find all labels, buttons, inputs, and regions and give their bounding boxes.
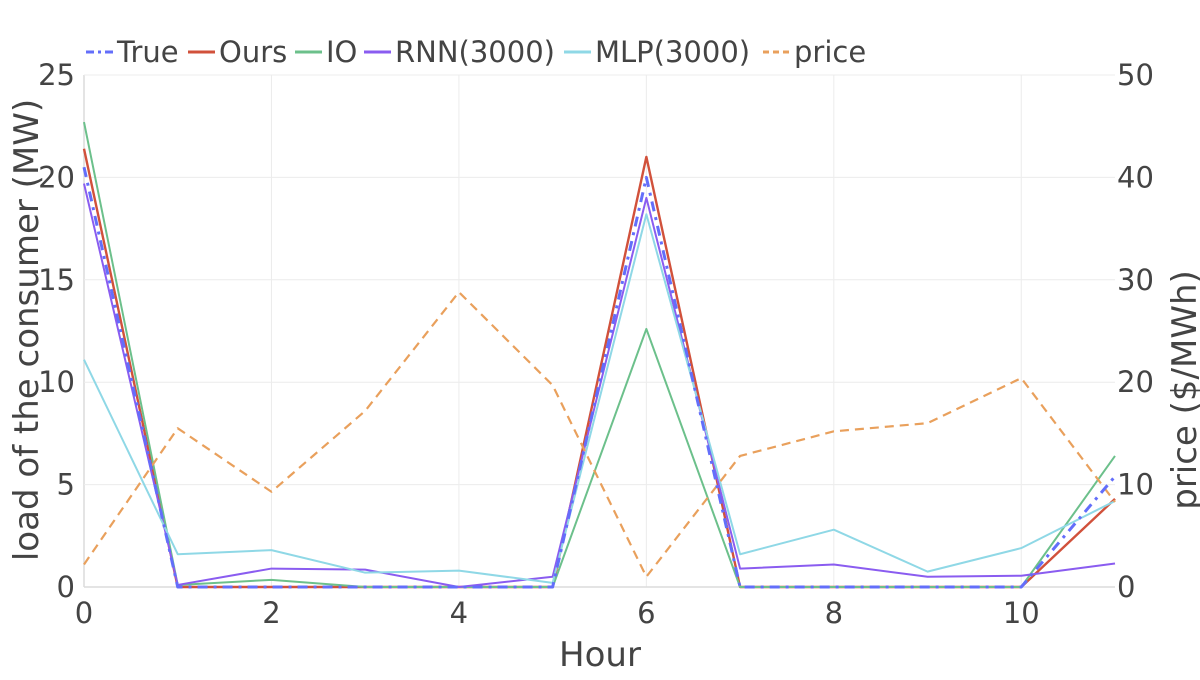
series-line-true (82, 166, 1117, 589)
series-line-mlp-3000 (83, 213, 1116, 584)
x-tick-label: 0 (75, 596, 93, 630)
series-line-price (83, 290, 1116, 578)
legend-label[interactable]: IO (326, 35, 357, 69)
x-tick-label: 2 (262, 596, 280, 630)
y-tick-label-left: 0 (57, 570, 75, 604)
y-axis-title-right: price ($/MWh) (1165, 270, 1200, 510)
axes: Hour load of the consumer (MW) price ($/… (7, 58, 1200, 675)
legend: True Ours IO RNN(3000) MLP(3000) price (86, 35, 866, 69)
y-tick-label-left: 5 (57, 468, 75, 502)
series-line-io (83, 121, 1116, 588)
y-tick-label-right: 0 (1117, 570, 1135, 604)
y-tick-label-left: 15 (38, 263, 75, 297)
legend-label[interactable]: RNN(3000) (395, 35, 555, 69)
x-tick-label: 8 (825, 596, 843, 630)
plot-area (82, 121, 1117, 589)
legend-label[interactable]: price (794, 35, 866, 69)
legend-label[interactable]: MLP(3000) (595, 35, 750, 69)
legend-label[interactable]: True (116, 35, 179, 69)
y-tick-label-right: 40 (1117, 160, 1154, 194)
series-line-ours (82, 148, 1116, 589)
y-tick-label-right: 30 (1117, 263, 1154, 297)
y-tick-label-right: 50 (1117, 58, 1154, 92)
y-tick-label-left: 25 (38, 58, 75, 92)
x-axis-title: Hour (559, 635, 641, 675)
y-tick-label-right: 10 (1117, 468, 1154, 502)
legend-label[interactable]: Ours (219, 35, 287, 69)
x-tick-label: 6 (637, 596, 655, 630)
grid (83, 74, 1115, 588)
y-tick-label-left: 20 (38, 160, 75, 194)
y-axis-title-left: load of the consumer (MW) (7, 99, 47, 561)
x-tick-label: 10 (1003, 596, 1040, 630)
y-tick-label-right: 20 (1117, 365, 1154, 399)
y-tick-label-left: 10 (38, 365, 75, 399)
series-line-rnn-3000 (83, 183, 1116, 588)
x-tick-label: 4 (450, 596, 468, 630)
